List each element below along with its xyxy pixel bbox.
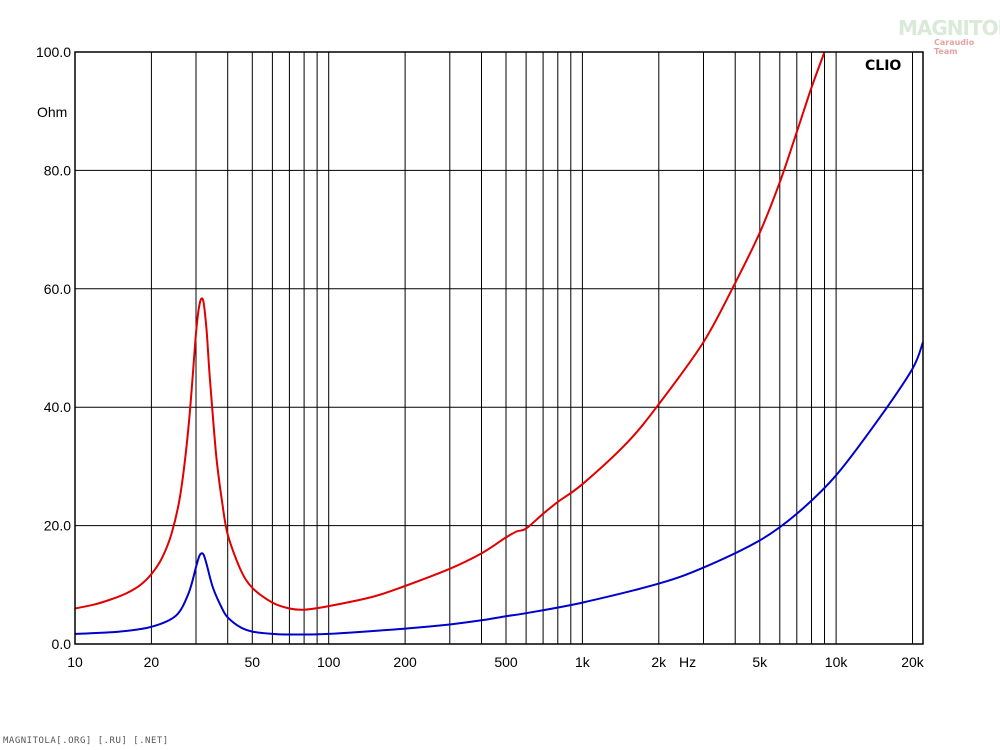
x-tick-label: 1k: [575, 654, 591, 670]
y-tick-labels: 0.0 20.0 40.0 60.0 80.0 100.0: [36, 44, 71, 652]
y-axis-unit-label: Ohm: [37, 104, 67, 120]
footer-watermark: MAGNITOLA[.ORG] [.RU] [.NET]: [3, 736, 169, 746]
logo-sub-text: Caraudio Team: [934, 38, 975, 56]
x-tick-label: 10: [67, 654, 83, 670]
x-tick-label: 50: [245, 654, 261, 670]
x-tick-label: 10k: [825, 654, 849, 670]
series-line-red: [74, 51, 826, 611]
y-tick-label: 20.0: [44, 518, 71, 534]
series-group: [74, 51, 924, 636]
magnitola-logo: MAGNITOLA Caraudio Team: [898, 16, 1000, 56]
series-line-blue: [74, 341, 924, 636]
x-tick-label: 200: [393, 654, 417, 670]
vertical-grid: [150, 52, 913, 644]
x-tick-label: 20k: [901, 654, 925, 670]
horizontal-grid: [75, 169, 923, 527]
x-tick-label: 100: [317, 654, 341, 670]
x-tick-label: 500: [494, 654, 518, 670]
x-axis-unit-label: Hz: [679, 654, 696, 670]
y-tick-label: 0.0: [52, 636, 72, 652]
y-tick-label: 60.0: [44, 281, 71, 297]
x-tick-label: 2k: [651, 654, 667, 670]
x-tick-label: 20: [144, 654, 160, 670]
y-tick-label: 40.0: [44, 399, 71, 415]
x-tick-labels: 10 20 50 100 200 500 1k 2k 5k 10k 20k: [67, 654, 925, 670]
y-tick-label: 80.0: [44, 162, 71, 178]
logo-main-text: MAGNITOLA: [898, 16, 1000, 40]
clio-brand-label: CLIO: [865, 58, 901, 74]
plot-frame: [74, 51, 924, 645]
y-tick-label: 100.0: [36, 44, 71, 60]
x-tick-label: 5k: [752, 654, 768, 670]
